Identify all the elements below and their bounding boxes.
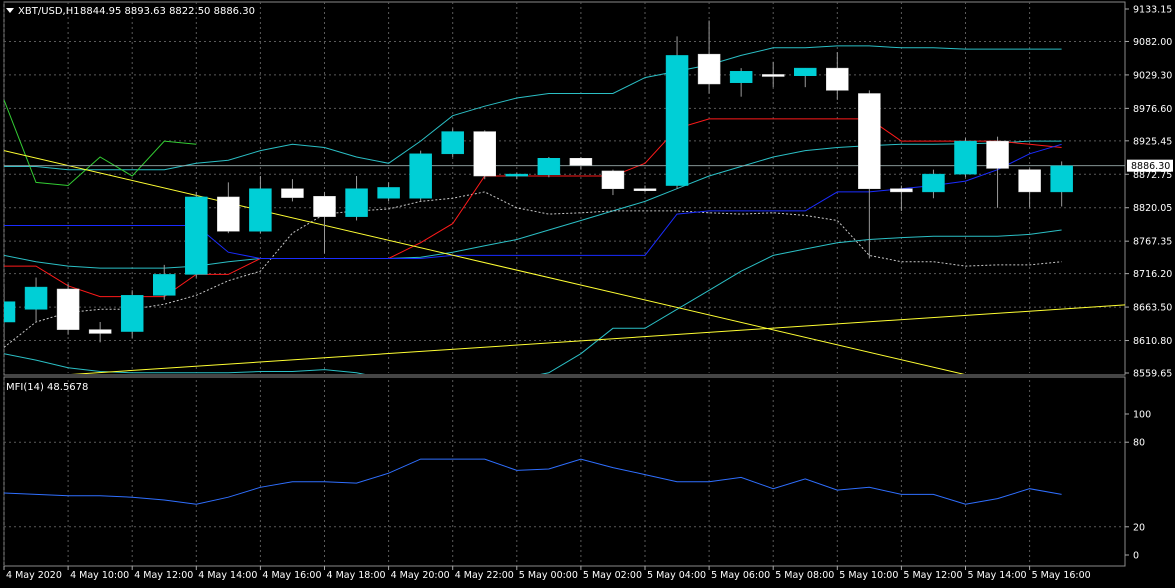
indicator-lines [4, 45, 1125, 374]
price-tick-label: 9133.15 [1133, 5, 1172, 16]
time-tick-label: 5 May 00:00 [519, 570, 578, 581]
time-tick-label: 5 May 08:00 [775, 570, 834, 581]
bear-candle[interactable] [281, 188, 304, 198]
bear-candle[interactable] [569, 157, 593, 166]
symbol-dropdown-icon[interactable] [6, 8, 14, 13]
mfi-tick-label: 20 [1133, 522, 1145, 533]
bear-candle[interactable] [890, 188, 913, 193]
bollinger-upper-line [4, 45, 1062, 171]
bear-candle[interactable] [473, 131, 496, 177]
bear-candle[interactable] [826, 67, 849, 91]
current-price-label-box [1127, 159, 1173, 172]
current-price-label: 8886.30 [1131, 161, 1170, 172]
price-tick-label: 8663.50 [1133, 303, 1172, 314]
bull-candle[interactable] [185, 196, 208, 275]
time-tick-label: 4 May 2020 [6, 570, 62, 581]
bull-candle[interactable] [120, 295, 144, 332]
mfi-tick-label: 100 [1133, 410, 1151, 421]
time-tick-label: 4 May 12:00 [134, 570, 193, 581]
bull-candle[interactable] [954, 140, 977, 175]
mfi-title: MFI(14) 48.5678 [6, 382, 88, 393]
price-tick-label: 8925.45 [1133, 136, 1172, 147]
time-tick-label: 4 May 20:00 [391, 570, 450, 581]
chart-header: XBT/USD,H1 8844.95 8893.63 8822.50 8886.… [6, 6, 255, 17]
blue-line [4, 143, 1062, 259]
trendline-ascending [70, 304, 1125, 374]
bull-candle[interactable] [537, 157, 561, 176]
time-tick-label: 4 May 22:00 [455, 570, 514, 581]
mfi-line [3, 458, 1062, 505]
bollinger-mid-line [4, 140, 1062, 269]
bear-candle[interactable] [761, 74, 785, 77]
bull-candle[interactable] [505, 173, 529, 177]
bull-candle[interactable] [377, 187, 400, 199]
price-tick-label: 9082.00 [1133, 37, 1172, 48]
symbol-label: XBT/USD,H1 [18, 6, 80, 17]
bear-candle[interactable] [986, 140, 1009, 169]
time-tick-label: 4 May 10:00 [70, 570, 129, 581]
bull-candle[interactable] [922, 173, 945, 193]
candles [0, 20, 1073, 343]
bear-candle[interactable] [1018, 169, 1041, 193]
red-line [4, 118, 1062, 298]
time-tick-label: 5 May 16:00 [1032, 570, 1091, 581]
time-tick-label: 5 May 12:00 [903, 570, 962, 581]
bull-candle[interactable] [441, 131, 464, 155]
ohlc-values: 8844.95 8893.63 8822.50 8886.30 [80, 6, 255, 17]
bull-candle[interactable] [729, 71, 753, 83]
bear-candle[interactable] [217, 196, 240, 232]
price-tick-label: 8716.20 [1133, 269, 1172, 280]
time-tick-label: 5 May 10:00 [839, 570, 898, 581]
mfi-tick-label: 0 [1133, 551, 1139, 562]
bull-candle[interactable] [345, 188, 368, 217]
time-tick-label: 5 May 04:00 [647, 570, 706, 581]
bear-candle[interactable] [56, 288, 80, 330]
bull-candle[interactable] [409, 153, 432, 199]
bull-candle[interactable] [794, 67, 817, 76]
bear-candle[interactable] [633, 188, 657, 191]
green-line [4, 99, 197, 187]
price-tick-label: 8820.05 [1133, 203, 1172, 214]
bull-candle[interactable] [24, 286, 48, 310]
bear-candle[interactable] [858, 93, 881, 189]
bull-candle[interactable] [0, 301, 16, 323]
price-tick-label: 8767.35 [1133, 237, 1172, 248]
price-tick-label: 8872.75 [1133, 170, 1172, 181]
bull-candle[interactable] [153, 274, 176, 296]
price-tick-label: 8559.65 [1133, 369, 1172, 380]
price-tick-label: 8976.60 [1133, 104, 1172, 115]
bull-candle[interactable] [665, 55, 689, 186]
bear-candle[interactable] [88, 329, 112, 334]
time-tick-label: 4 May 14:00 [198, 570, 257, 581]
bear-candle[interactable] [313, 196, 336, 217]
time-tick-label: 4 May 16:00 [262, 570, 321, 581]
bull-candle[interactable] [1050, 165, 1073, 193]
trendline-descending [4, 150, 965, 374]
bollinger-lower-line [4, 229, 1062, 374]
bull-candle[interactable] [249, 188, 272, 232]
grid [3, 1, 1126, 567]
time-tick-label: 5 May 06:00 [711, 570, 770, 581]
axes: 9133.15 9082.00 9029.30 8976.60 8925.45 8872.… [3, 5, 1173, 581]
time-tick-label: 4 May 18:00 [327, 570, 386, 581]
time-tick-label: 5 May 02:00 [583, 570, 642, 581]
bear-candle[interactable] [601, 170, 625, 189]
price-tick-label: 9029.30 [1133, 70, 1172, 81]
price-tick-label: 8610.80 [1133, 336, 1172, 347]
time-tick-label: 5 May 14:00 [968, 570, 1027, 581]
bear-candle[interactable] [697, 53, 721, 85]
mfi-panel [3, 458, 1062, 505]
mfi-tick-label: 80 [1133, 438, 1145, 449]
